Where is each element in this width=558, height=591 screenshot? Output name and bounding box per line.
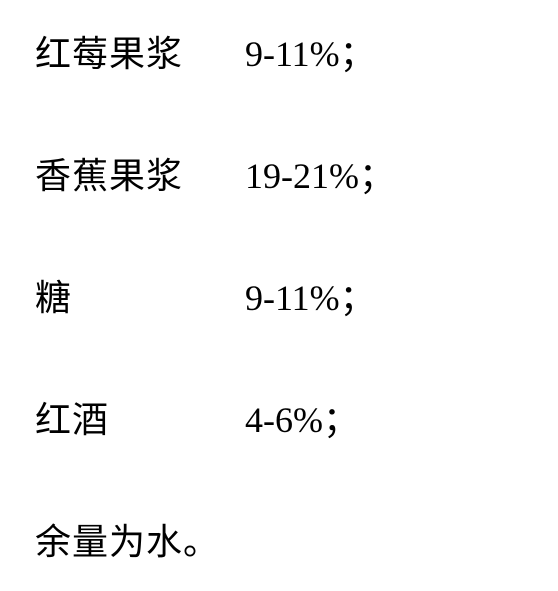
remainder-note: 余量为水。 (35, 513, 548, 565)
ingredient-label: 香蕉果浆 (35, 147, 245, 199)
ingredient-value: 9-11%； (245, 25, 376, 77)
ingredient-label: 糖 (35, 269, 245, 321)
ingredient-value: 4-6%； (245, 391, 359, 443)
ingredient-row: 糖 9-11%； (35, 269, 548, 321)
ingredient-value: 9-11%； (245, 269, 376, 321)
ingredient-label: 红莓果浆 (35, 25, 245, 77)
ingredient-value: 19-21%； (245, 147, 395, 199)
ingredient-row: 香蕉果浆 19-21%； (35, 147, 548, 199)
ingredient-row: 红酒 4-6%； (35, 391, 548, 443)
ingredient-row: 红莓果浆 9-11%； (35, 25, 548, 77)
ingredient-spec-block: 红莓果浆 9-11%； 香蕉果浆 19-21%； 糖 9-11%； 红酒 4-6… (0, 0, 558, 575)
ingredient-label: 红酒 (35, 391, 245, 443)
